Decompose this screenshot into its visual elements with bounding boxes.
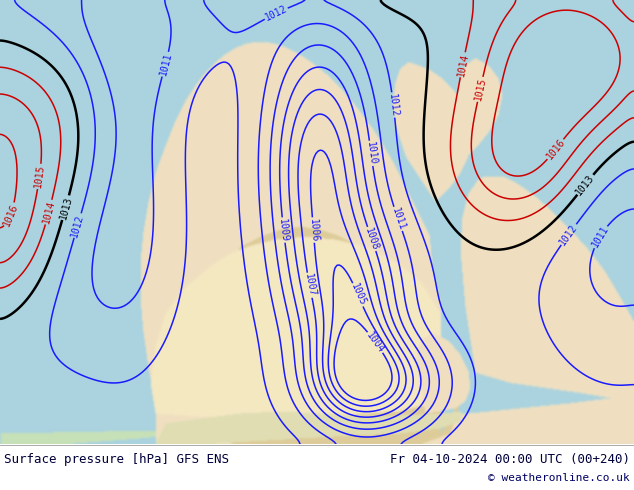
Text: © weatheronline.co.uk: © weatheronline.co.uk [488, 473, 630, 483]
Text: 1014: 1014 [456, 52, 470, 77]
Text: Surface pressure [hPa] GFS ENS: Surface pressure [hPa] GFS ENS [4, 453, 229, 466]
Text: 1009: 1009 [277, 218, 290, 242]
Text: 1016: 1016 [1, 202, 20, 227]
Text: 1016: 1016 [544, 137, 567, 162]
Text: 1012: 1012 [558, 222, 579, 247]
Text: 1008: 1008 [363, 226, 380, 252]
Text: 1014: 1014 [41, 199, 56, 225]
Text: 1006: 1006 [307, 218, 320, 242]
Text: 1011: 1011 [389, 206, 406, 232]
Text: 1007: 1007 [302, 273, 316, 298]
Text: 1005: 1005 [349, 282, 367, 308]
Text: 1011: 1011 [158, 51, 173, 77]
Text: 1012: 1012 [387, 93, 399, 117]
Text: 1015: 1015 [33, 164, 46, 189]
Text: 1012: 1012 [70, 213, 86, 238]
Text: 1013: 1013 [574, 172, 597, 197]
Text: 1015: 1015 [473, 77, 488, 102]
Text: 1004: 1004 [365, 330, 386, 355]
Text: 1011: 1011 [590, 224, 611, 249]
Text: Fr 04-10-2024 00:00 UTC (00+240): Fr 04-10-2024 00:00 UTC (00+240) [390, 453, 630, 466]
Text: 1013: 1013 [58, 195, 74, 220]
Text: 1010: 1010 [365, 141, 378, 166]
Text: 1012: 1012 [263, 4, 289, 23]
